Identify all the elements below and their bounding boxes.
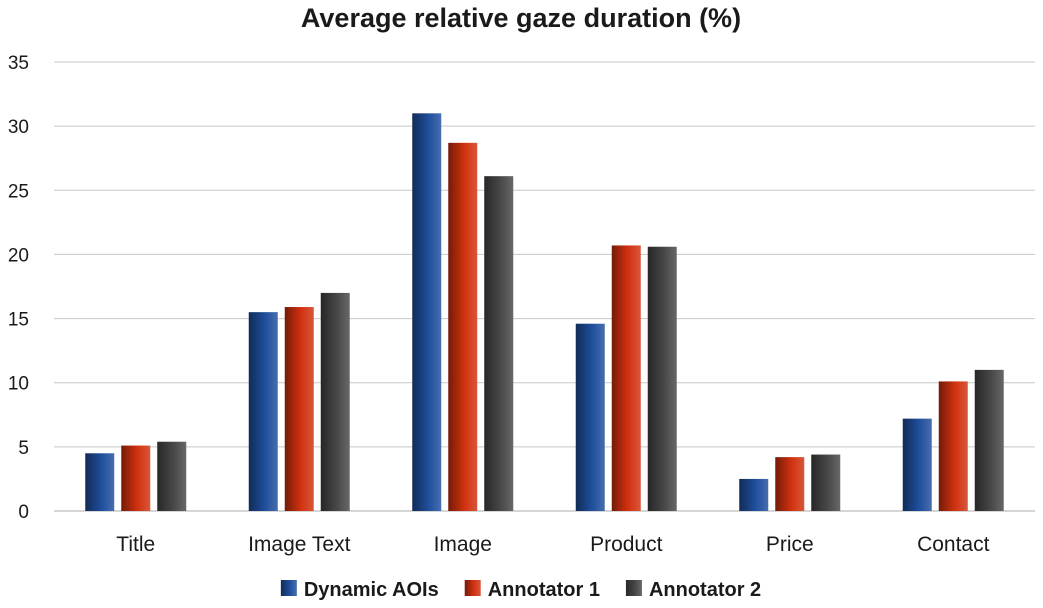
bar-dynamic-aois-contact (902, 418, 932, 511)
legend-label: Dynamic AOIs (304, 579, 439, 601)
bar-annotator-2-product (647, 246, 677, 511)
bar-annotator-2-price (811, 454, 841, 511)
bar-dynamic-aois-product (575, 323, 605, 511)
legend-swatch (464, 580, 481, 596)
bar-annotator-2-image-text (320, 292, 350, 511)
bar-annotator-1-image (448, 142, 478, 511)
gridlines (54, 61, 1035, 512)
legend-swatch (625, 580, 642, 596)
y-tick-label: 5 (18, 438, 29, 459)
bar-dynamic-aois-price (739, 478, 769, 511)
bar-annotator-2-contact (974, 369, 1004, 511)
x-category-label: Contact (917, 533, 990, 556)
legend: Dynamic AOIs Annotator 1 Annotator 2 (280, 579, 761, 601)
x-category-label: Image (434, 533, 492, 556)
bar-annotator-1-image-text (284, 307, 314, 511)
bar-dynamic-aois-image (412, 113, 442, 512)
y-tick-label: 20 (8, 245, 29, 266)
bars (85, 113, 1004, 512)
bar-annotator-2-title (157, 441, 187, 511)
bar-annotator-1-title (121, 445, 151, 511)
y-tick-label: 15 (8, 310, 29, 331)
y-tick-label: 0 (18, 502, 29, 523)
bar-annotator-2-image (484, 176, 514, 511)
legend-swatch (280, 580, 297, 596)
bar-annotator-1-product (611, 245, 641, 511)
bar-dynamic-aois-image-text (248, 312, 278, 511)
y-tick-label: 10 (8, 374, 29, 395)
chart-title: Average relative gaze duration (%) (301, 3, 741, 33)
y-tick-label: 30 (8, 117, 29, 138)
x-category-label: Price (766, 533, 814, 556)
y-tick-label: 25 (8, 181, 29, 202)
x-category-label: Title (116, 533, 155, 556)
bar-annotator-1-price (775, 457, 805, 511)
x-axis-categories: Title Image Text Image Product Price Contact (116, 533, 989, 556)
x-category-label: Product (590, 533, 663, 556)
legend-label: Annotator 1 (488, 579, 600, 601)
y-axis-ticks: 0 5 10 15 20 25 30 35 (8, 53, 29, 523)
bar-dynamic-aois-title (85, 453, 115, 511)
y-tick-label: 35 (8, 53, 29, 74)
bar-annotator-1-contact (938, 381, 968, 511)
x-category-label: Image Text (248, 533, 350, 556)
legend-label: Annotator 2 (649, 579, 761, 601)
